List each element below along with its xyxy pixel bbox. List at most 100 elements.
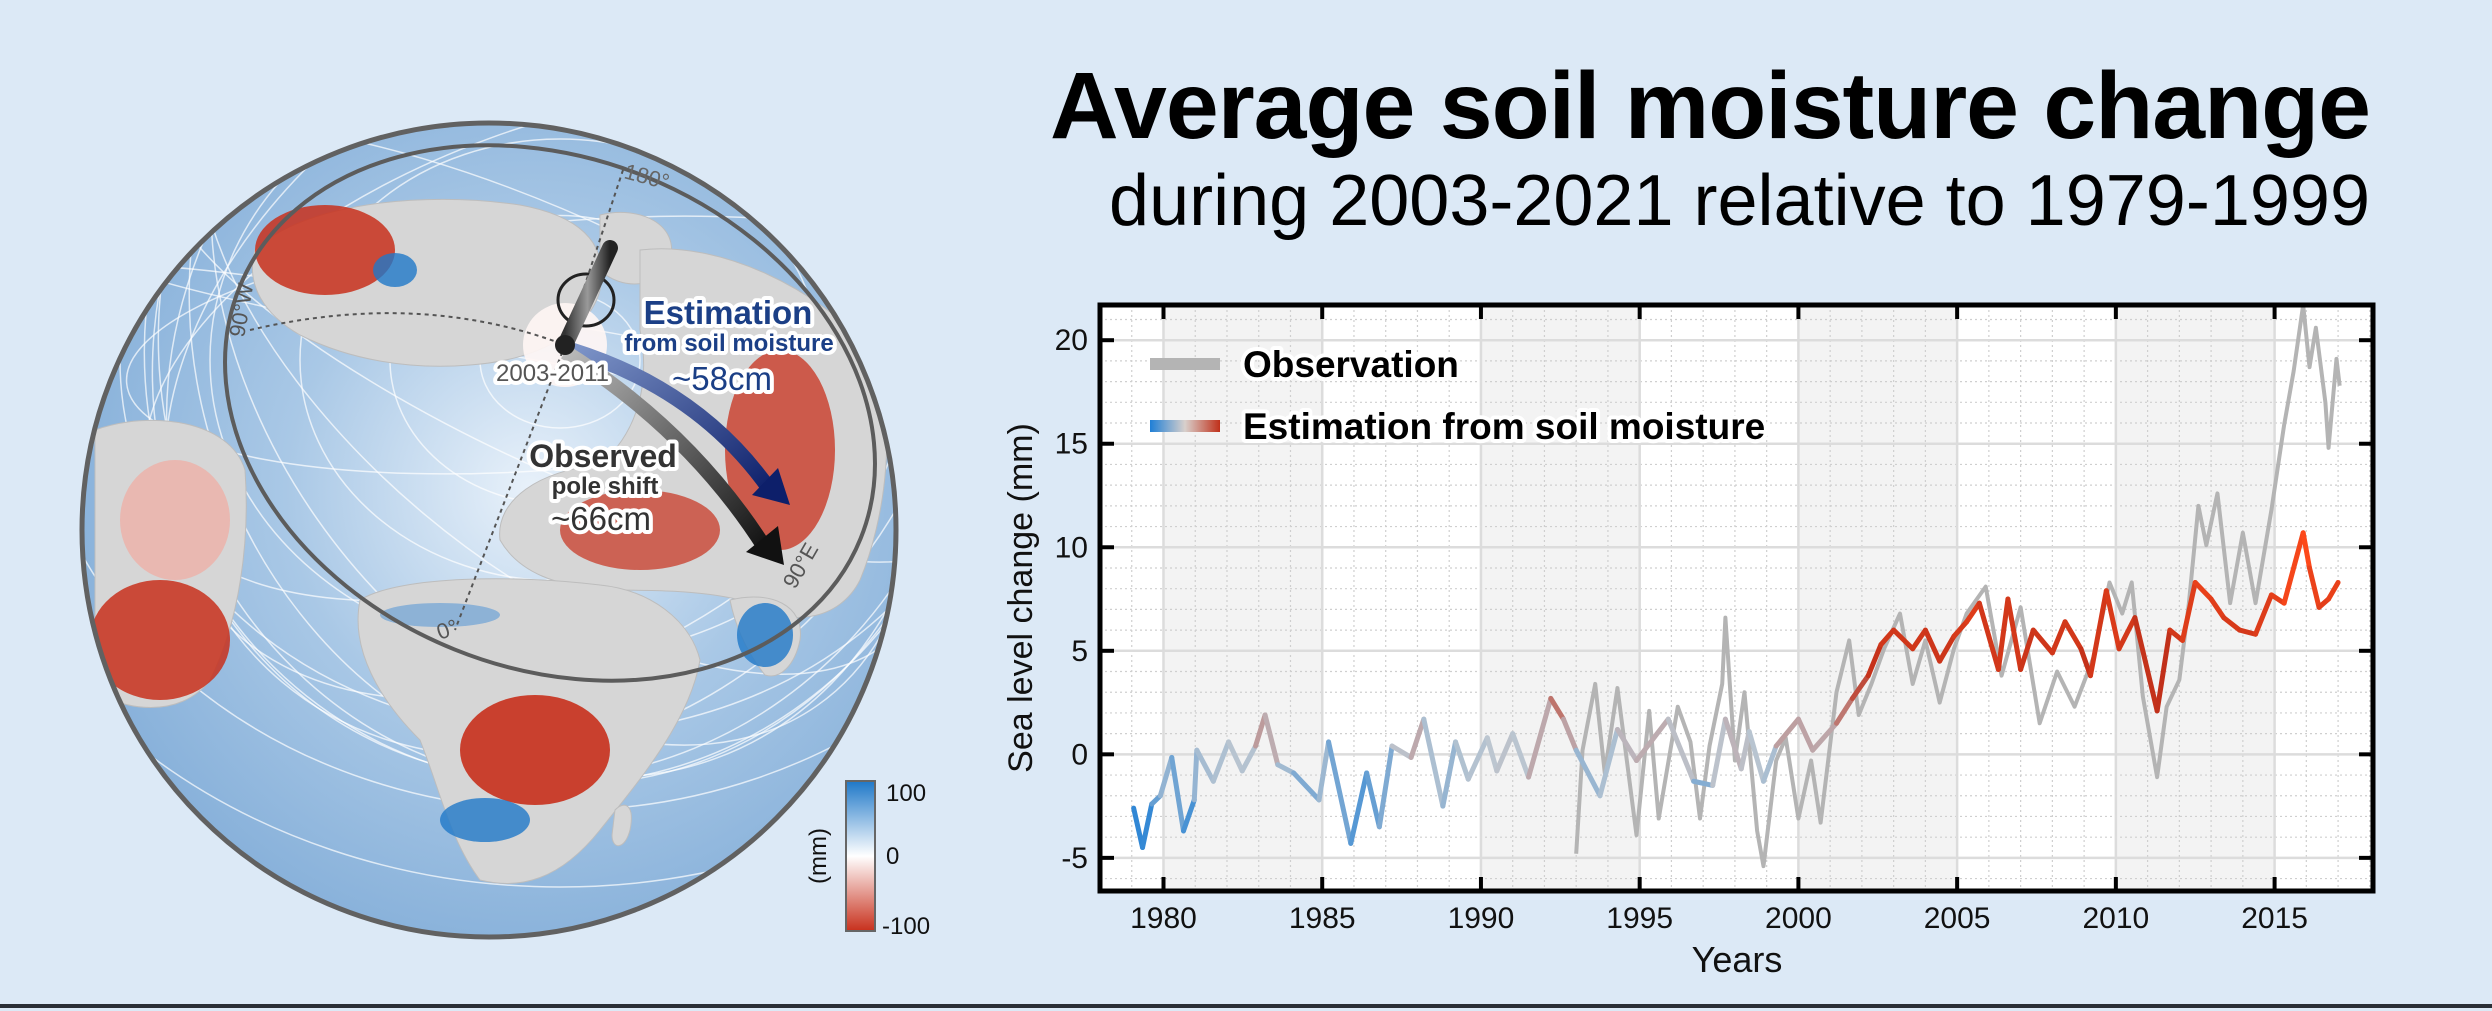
estimation-sublabel: from soil moisture bbox=[624, 330, 833, 357]
bottom-divider bbox=[0, 1004, 2492, 1008]
estimation-line-segment bbox=[1910, 627, 1928, 652]
pole-point bbox=[555, 335, 575, 355]
estimation-line-segment bbox=[1614, 726, 1640, 764]
red-patch bbox=[460, 695, 610, 805]
estimation-line-segment bbox=[2018, 627, 2036, 672]
estimation-line-segment bbox=[1738, 729, 1752, 772]
estimation-line-segment bbox=[2208, 596, 2227, 621]
legend-observation-label: Observation bbox=[1243, 344, 1459, 385]
estimation-line-segment bbox=[2281, 530, 2306, 606]
estimation-line-segment bbox=[2005, 596, 2024, 672]
x-tick-label: 2010 bbox=[2082, 902, 2149, 935]
x-tick-label: 1980 bbox=[1130, 902, 1197, 935]
estimation-line-segment bbox=[1131, 805, 1146, 851]
period-label: 2003-2011 bbox=[496, 360, 609, 387]
estimation-line-segment bbox=[2030, 627, 2055, 656]
globe-map: 180° 90°W 0° 90°E 2003-2011 Estimation f… bbox=[79, 120, 930, 940]
estimation-line-segment bbox=[1665, 716, 1697, 784]
estimation-line-segment bbox=[2192, 579, 2214, 602]
estimation-line-segment bbox=[1810, 720, 1839, 753]
estimation-line-segment bbox=[1710, 716, 1728, 788]
estimation-line-segment bbox=[1634, 716, 1671, 764]
estimation-line-segment bbox=[1262, 712, 1281, 768]
plot-background bbox=[1100, 305, 2373, 891]
y-axis-label: Sea level change (mm) bbox=[1002, 423, 1040, 773]
x-tick-label: 2015 bbox=[2241, 902, 2308, 935]
period-band bbox=[1798, 305, 1958, 891]
observation-line bbox=[1574, 303, 2342, 869]
estimation-line-segment bbox=[1169, 754, 1186, 834]
estimation-arrow bbox=[569, 342, 777, 495]
estimation-line-segment bbox=[1526, 695, 1554, 780]
y-tick-label: 5 bbox=[1071, 635, 1088, 668]
x-axis-label: Years bbox=[1692, 939, 1783, 980]
estimation-label: Estimation bbox=[644, 294, 813, 331]
period-band bbox=[2115, 305, 2275, 891]
estimation-line-segment bbox=[1995, 596, 2011, 672]
estimation-line-segment bbox=[2221, 615, 2243, 633]
estimation-line-segment bbox=[1364, 770, 1382, 830]
estimation-line-segment bbox=[2132, 615, 2160, 714]
page-title: Average soil moisture change bbox=[1049, 53, 2371, 159]
blue-patch bbox=[440, 798, 530, 842]
estimation-line-segment bbox=[1291, 770, 1322, 803]
y-tick-label: 10 bbox=[1055, 531, 1088, 564]
light-red-patch bbox=[120, 460, 230, 580]
estimation-line-segment bbox=[1348, 770, 1370, 846]
estimation-line-segment bbox=[2062, 619, 2084, 652]
legend-estimation-swatch bbox=[1150, 420, 1220, 432]
x-tick-label: 2000 bbox=[1765, 902, 1832, 935]
estimation-line-segment bbox=[2154, 627, 2173, 714]
estimation-line-segment bbox=[1560, 716, 1579, 753]
red-patch bbox=[560, 490, 720, 570]
x-tick-label: 2005 bbox=[1924, 902, 1991, 935]
estimation-line-segment bbox=[1597, 726, 1620, 799]
estimation-line-segment bbox=[2307, 565, 2322, 610]
colorbar-unit-label: (mm) bbox=[805, 828, 832, 884]
estimation-line-segment bbox=[1964, 600, 1982, 625]
estimation-line-segment bbox=[1691, 778, 1716, 788]
estimation-arrow-head bbox=[752, 468, 790, 505]
estimation-line-segment bbox=[2180, 579, 2198, 643]
x-tick-label: 1990 bbox=[1448, 902, 1515, 935]
estimation-line-segment bbox=[2103, 588, 2122, 652]
estimation-line-segment bbox=[2300, 530, 2313, 571]
rotation-icon bbox=[556, 272, 616, 328]
estimation-line-segment bbox=[2268, 592, 2287, 606]
estimation-line-segment bbox=[1149, 793, 1163, 807]
colorbar-max-label: 100 bbox=[886, 780, 926, 807]
estimation-line-segment bbox=[1976, 600, 2001, 672]
legend-observation-swatch bbox=[1150, 358, 1220, 370]
observed-arrow-head bbox=[746, 526, 784, 565]
estimation-line-segment bbox=[1275, 762, 1297, 776]
y-tick-label: 15 bbox=[1055, 428, 1088, 461]
estimation-line-segment bbox=[2078, 646, 2093, 679]
estimation-line-segment bbox=[1453, 739, 1471, 782]
y-tick-label: 0 bbox=[1071, 738, 1088, 771]
estimation-line-segment bbox=[1140, 801, 1155, 851]
estimation-line-segment bbox=[1833, 695, 1855, 726]
estimation-line-segment bbox=[2087, 588, 2109, 679]
estimation-line-segment bbox=[2237, 627, 2259, 637]
estimation-line-segment bbox=[2326, 579, 2341, 602]
period-band bbox=[1480, 305, 1640, 891]
red-patch bbox=[255, 205, 395, 295]
estimation-line-segment bbox=[1180, 797, 1197, 834]
estimation-line-segment bbox=[1865, 642, 1884, 679]
estimation-line-segment bbox=[2116, 615, 2138, 652]
legend-estimation-label: Estimation from soil moisture bbox=[1243, 406, 1765, 447]
estimation-line-segment bbox=[1210, 739, 1232, 784]
x-tick-label: 1995 bbox=[1606, 902, 1673, 935]
estimation-line-segment bbox=[1194, 747, 1216, 784]
estimation-line-segment bbox=[2049, 619, 2068, 656]
estimation-line-segment bbox=[1326, 739, 1354, 846]
estimation-line-segment bbox=[1484, 735, 1500, 774]
estimation-line-segment bbox=[1421, 716, 1446, 809]
red-patch bbox=[90, 580, 230, 700]
estimation-line-segment bbox=[2316, 596, 2332, 610]
y-tick-label: -5 bbox=[1061, 842, 1088, 875]
observed-value: ~66cm bbox=[551, 500, 651, 537]
estimation-line-segment bbox=[1253, 712, 1268, 749]
page-subtitle: during 2003-2021 relative to 1979-1999 bbox=[1109, 161, 2370, 241]
y-tick-label: 20 bbox=[1055, 324, 1088, 357]
